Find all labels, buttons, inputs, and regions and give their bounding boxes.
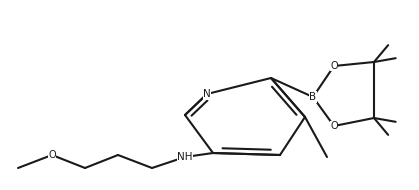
Text: B: B <box>310 92 317 102</box>
Text: NH: NH <box>177 152 193 162</box>
Text: O: O <box>330 61 338 71</box>
Text: O: O <box>48 150 56 160</box>
Text: O: O <box>330 121 338 131</box>
Text: N: N <box>203 89 211 99</box>
